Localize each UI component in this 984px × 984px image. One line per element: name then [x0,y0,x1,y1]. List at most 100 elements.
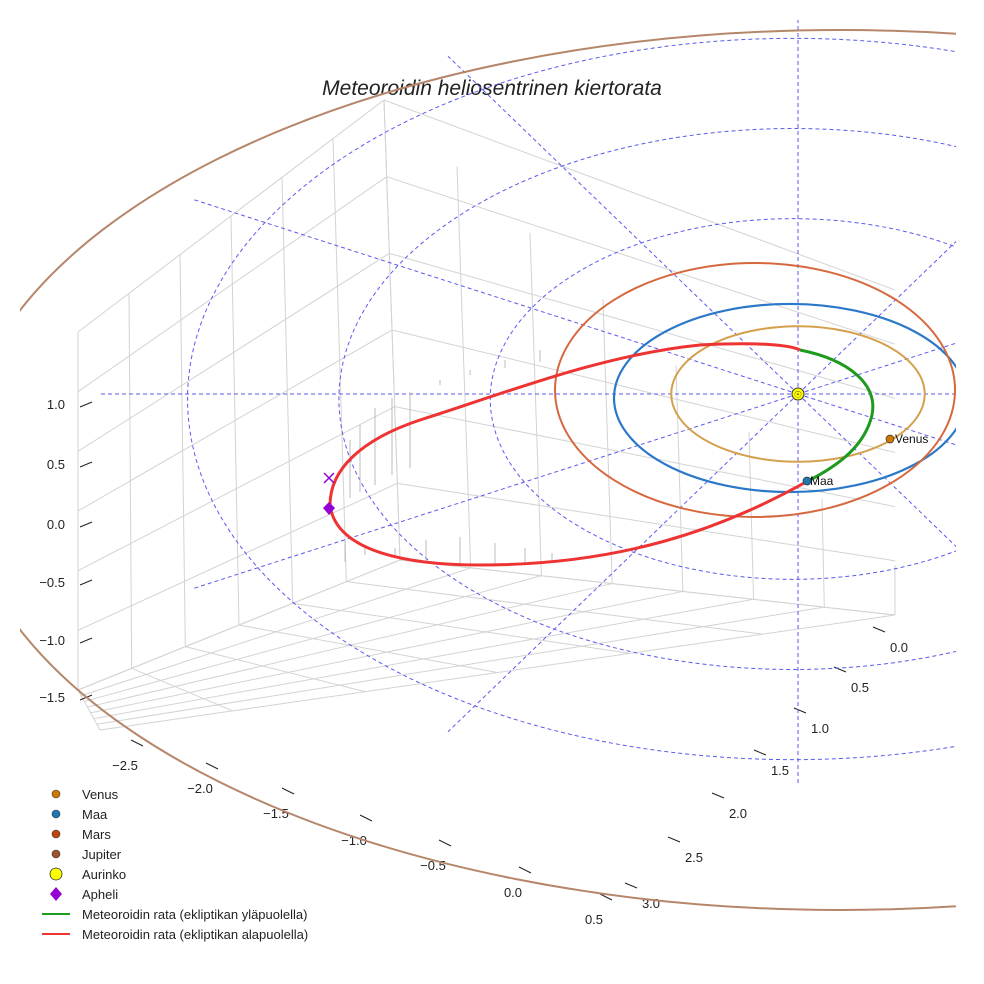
grid-line [185,646,366,693]
x-tick-label: 0.5 [585,912,603,927]
grid-line [292,602,631,654]
grid-line [77,689,101,731]
ecliptic-circle [187,37,956,761]
legend-mars-label: Mars [82,827,111,842]
x-tick-label: −2.0 [187,781,213,796]
y-tick-mark [793,707,807,714]
legend-maa-marker [51,809,61,819]
z-tick-mark [79,521,93,528]
x-tick-mark [518,866,532,874]
grid-line [821,498,825,608]
y-tick-label: 2.5 [685,850,703,865]
y-tick-label: 1.0 [811,721,829,736]
ecliptic-circle [338,128,956,670]
grid-lines [77,99,896,731]
grid-line [93,598,754,720]
legend-jupiter-marker [51,849,61,859]
legend-venus-label: Venus [82,787,119,802]
y-tick-mark [624,882,638,889]
x-tick-mark [599,893,613,901]
x-tick-mark [205,762,219,770]
x-tick-label: −2.5 [112,758,138,773]
orbit-mars [554,262,956,518]
legend: Venus Maa Mars Jupiter Aurinko Apheli Me… [42,787,308,942]
grid-line [77,176,387,393]
ecliptic-radial-line [797,342,956,395]
legend-venus-marker [51,789,61,799]
ecliptic-radial-line [797,393,956,548]
grid-line [96,606,825,725]
legend-above-label: Meteoroidin rata (ekliptikan yläpuolella… [82,907,307,922]
ecliptic-radial-line [191,198,799,395]
y-tick-label: 0.0 [890,640,908,655]
grid-line [131,667,233,712]
ecliptic-grid [98,20,956,784]
venus-label: Venus [895,432,928,446]
y-tick-label: 0.5 [851,680,869,695]
grid-line [77,99,385,333]
grid-line [90,590,683,714]
y-tick-mark [667,836,681,843]
z-tick-mark [79,461,93,468]
grid-line [529,232,542,576]
legend-below-label: Meteoroidin rata (ekliptikan alapuolella… [82,927,308,942]
z-tick-label: −0.5 [39,575,65,590]
chart-title: Meteoroidin heliosentrinen kiertorata [322,77,662,100]
z-tick-label: 1.0 [47,397,65,412]
legend-jupiter-label: Jupiter [82,847,122,862]
grid-line [748,432,755,600]
orbit-maa [612,302,956,494]
z-tick-mark [79,637,93,644]
z-tick-mark [79,579,93,586]
x-tick-mark [130,739,144,747]
grid-line [80,567,471,697]
y-tick-label: 2.0 [729,806,747,821]
legend-maa-label: Maa [82,807,108,822]
z-tick-label: −1.5 [39,690,65,705]
y-tick-label: 1.5 [771,763,789,778]
z-tick-label: −1.0 [39,633,65,648]
grid-line [456,166,472,568]
grid-line [399,559,896,616]
planet-orbits [20,29,956,911]
earth-marker [802,476,812,486]
grid-line [84,575,542,702]
projection-lines [344,350,553,565]
ecliptic-radial-line [797,393,956,446]
aphelion-marker [323,502,335,515]
x-tick-mark [281,787,295,795]
legend-aphelion-marker [50,887,62,901]
grid-line [391,329,896,453]
legend-sun-marker [49,867,63,881]
ecliptic-circle [489,218,956,580]
grid-line [77,252,390,452]
y-tick-mark [711,792,725,799]
grid-line [602,299,613,584]
grid-line [394,406,896,508]
grid-line [77,406,395,572]
legend-mars-marker [51,829,61,839]
grid-line [87,583,613,708]
grid-line [389,252,896,399]
grid-line [99,614,896,731]
orbit-venus [670,325,926,463]
z-tick-mark [79,401,93,408]
earth-label: Maa [810,474,834,488]
x-tick-mark [438,839,452,847]
z-tick-label: 0.0 [47,517,65,532]
grid-line [346,581,763,635]
axis-ticks: 1.00.50.0−0.5−1.0−1.5−2.5−2.0−1.5−1.0−0.… [39,397,908,927]
venus-marker [885,434,895,444]
x-tick-label: 0.0 [504,885,522,900]
grid-line [383,99,896,291]
legend-aphelion-label: Apheli [82,887,118,902]
z-tick-label: 0.5 [47,457,65,472]
y-tick-mark [753,749,767,756]
y-tick-mark [872,626,886,633]
grid-line [238,624,498,673]
grid-line [675,365,684,592]
meteoroid-orbit-below [328,342,807,567]
orbit-jupiter [20,29,956,911]
grid-line [397,482,896,562]
